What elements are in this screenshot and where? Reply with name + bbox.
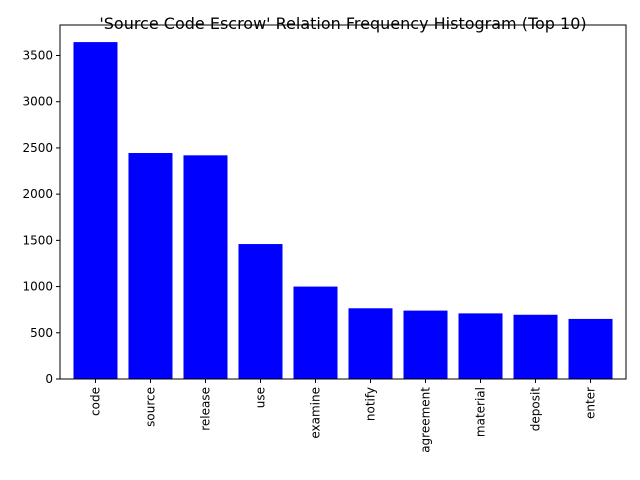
y-tick-label: 1000: [22, 280, 53, 294]
bar-source: [128, 153, 173, 379]
bar-notify: [348, 308, 393, 379]
x-axis: code source release use examine notify agreeme…: [88, 379, 598, 453]
bar-examine: [293, 286, 338, 379]
plot-frame: [59, 24, 627, 380]
bar-release: [183, 155, 228, 379]
x-tick-label: source: [143, 387, 157, 427]
y-tick-label: 2000: [22, 187, 53, 201]
bar-enter: [568, 318, 613, 379]
y-axis: 0 500 1000 1500 2000 2500 3000 3500: [22, 49, 60, 386]
x-tick-label: code: [88, 387, 102, 416]
x-tick-label: enter: [584, 387, 598, 419]
y-tick-label: 3500: [22, 49, 53, 63]
x-tick-label: deposit: [529, 387, 543, 432]
y-tick-label: 500: [30, 326, 53, 340]
y-tick-label: 1500: [22, 233, 53, 247]
x-tick-label: release: [198, 387, 212, 431]
x-tick-label: notify: [364, 387, 378, 421]
bar-code: [73, 42, 118, 380]
bars-layer: [73, 42, 613, 380]
bar-deposit: [513, 314, 558, 379]
x-tick-label: use: [253, 387, 267, 408]
bar-use: [238, 244, 283, 379]
chart-title: 'Source Code Escrow' Relation Frequency …: [99, 14, 586, 33]
y-tick-label: 0: [45, 372, 53, 386]
x-tick-label: examine: [308, 387, 322, 439]
x-tick-label: material: [474, 387, 488, 437]
bar-material: [458, 313, 503, 379]
bar-agreement: [403, 310, 448, 379]
y-tick-label: 3000: [22, 95, 53, 109]
y-tick-label: 2500: [22, 141, 53, 155]
x-tick-label: agreement: [419, 387, 433, 453]
